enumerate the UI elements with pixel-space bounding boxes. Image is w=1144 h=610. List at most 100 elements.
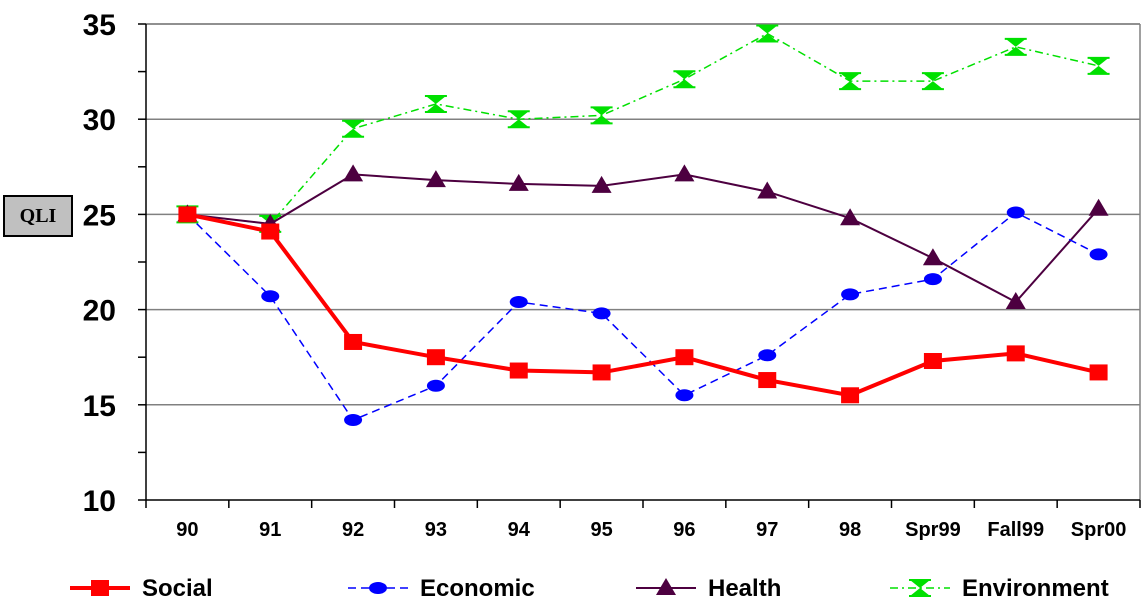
marker-bottom [922,81,943,90]
series-environment [176,24,1110,233]
legend: Social Economic Health Environment [70,575,1109,602]
axes [138,23,1141,508]
x-tick-label-Spr99: Spr99 [905,519,961,541]
y-tick-label-30: 30 [83,104,116,137]
point-environment-Spr00 [1087,56,1110,75]
y-axis-label: QLI [19,204,57,227]
point-health-92 [343,164,364,182]
marker-bottom [508,119,529,128]
series-economic [178,206,1108,427]
point-health-96 [674,164,695,182]
point-economic-94 [509,295,528,308]
marker-top [674,71,695,80]
series-group [176,24,1110,427]
marker-bottom [757,33,778,42]
point-economic-96 [675,389,694,402]
series-health [177,164,1109,309]
point-social-96 [675,349,694,366]
x-tick-label-92: 92 [342,519,364,541]
point-economic-Fall99 [1006,206,1025,219]
legend-item-environment: Environment [890,575,1109,602]
series-social [178,206,1108,404]
point-economic-93 [426,379,445,392]
marker-bottom [1088,65,1109,74]
point-economic-97 [758,349,777,362]
legend-label-social: Social [142,575,213,602]
marker-bottom [910,588,930,596]
legend-swatch-marker-economic [369,582,387,594]
point-environment-Spr99 [921,72,944,91]
marker-bottom [1005,46,1026,55]
point-social-98 [841,387,860,404]
series-line-social [187,212,1100,398]
grid-lines [146,23,1140,406]
point-social-Spr00 [1089,364,1108,381]
point-health-94 [508,173,529,191]
point-economic-95 [592,307,611,320]
point-health-95 [591,175,612,193]
series-line-economic [186,211,1099,421]
point-environment-93 [424,94,447,113]
y-tick-label-35: 35 [83,9,116,42]
point-environment-96 [673,70,696,89]
y-tick-label-20: 20 [83,295,116,328]
marker-top [508,111,529,120]
point-social-93 [426,349,445,366]
series-line-health [187,173,1100,304]
y-axis-label-box: QLI [3,195,73,237]
point-economic-91 [261,290,280,303]
point-environment-Fall99 [1004,37,1027,56]
y-tick-label-25: 25 [83,199,116,232]
x-tick-label-90: 90 [176,519,198,541]
marker-top [425,95,446,104]
y-tick-label-15: 15 [83,390,116,423]
series-line-environment [187,32,1099,225]
point-social-92 [344,333,363,350]
legend-label-environment: Environment [962,575,1109,602]
marker-top [1005,38,1026,47]
y-tick-label-10: 10 [83,485,116,518]
point-social-Spr99 [923,353,942,370]
x-tick-label-97: 97 [756,519,778,541]
legend-item-economic: Economic [348,575,535,602]
marker-bottom [343,128,364,137]
legend-label-health: Health [708,575,781,602]
x-tick-label-95: 95 [590,519,612,541]
marker-bottom [840,81,861,90]
x-tick-labels: 90 91 92 93 94 95 96 97 98 Spr99 Fall99 Spr00 [176,519,1126,541]
point-economic-98 [841,288,860,301]
legend-swatch-marker-social [91,580,109,596]
x-tick-label-98: 98 [839,519,861,541]
point-social-91 [261,223,280,240]
point-health-Spr99 [922,248,943,266]
point-social-94 [509,362,528,379]
point-health-97 [757,181,778,199]
legend-swatch-marker-health [656,578,676,595]
marker-bottom [674,79,695,88]
point-environment-97 [756,24,779,43]
marker-top [840,73,861,82]
point-social-Fall99 [1006,345,1025,362]
point-health-93 [425,170,446,188]
point-economic-92 [344,414,363,427]
x-tick-label-93: 93 [425,519,447,541]
x-tick-label-91: 91 [259,519,281,541]
point-environment-98 [839,72,862,91]
point-health-Fall99 [1005,291,1026,309]
x-tick-label-96: 96 [673,519,695,541]
x-tick-label-Fall99: Fall99 [987,519,1044,541]
marker-bottom [591,115,612,124]
marker-top [343,120,364,129]
marker-top [1088,57,1109,66]
point-economic-Spr00 [1089,248,1108,261]
legend-label-economic: Economic [420,575,535,602]
point-health-Spr00 [1088,198,1109,216]
point-social-95 [592,364,611,381]
point-environment-95 [590,106,613,125]
legend-item-health: Health [636,575,781,602]
x-tick-label-Spr00: Spr00 [1071,519,1127,541]
legend-swatch-marker-environment [909,579,931,597]
point-social-97 [758,372,777,389]
point-social-90 [178,206,197,223]
point-environment-92 [342,119,365,138]
